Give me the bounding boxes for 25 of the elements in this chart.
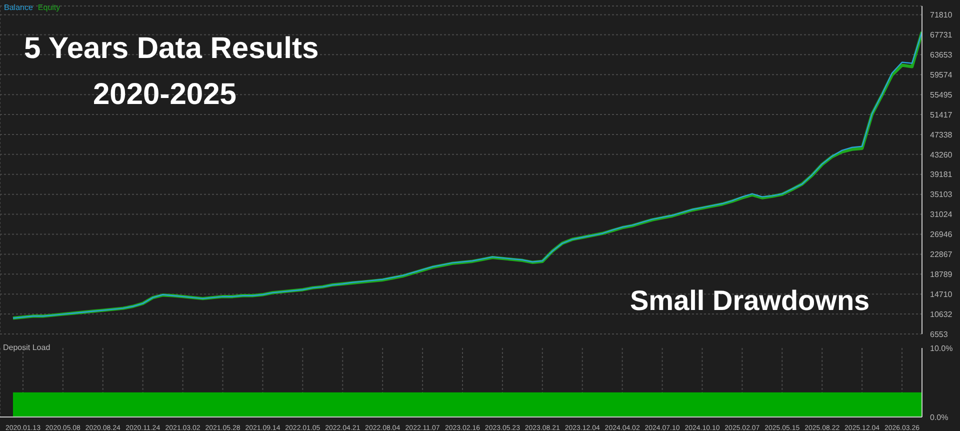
y-tick-label: 26946 (930, 230, 953, 240)
y-tick-label: 51417 (930, 110, 953, 120)
chart-title: Deposit Load (3, 343, 50, 352)
y-tick-label: 35103 (930, 190, 953, 200)
y-tick-label: 43260 (930, 150, 953, 160)
y-tick-label: 71810 (930, 10, 953, 20)
y-tick-label: 0.0% (930, 412, 948, 422)
y-tick-label: 59574 (930, 70, 953, 80)
y-tick-label: 67731 (930, 30, 953, 40)
text: 5 Years Data Results (24, 32, 319, 66)
y-tick-label: 31024 (930, 210, 953, 220)
text: Balance (4, 3, 33, 12)
y-tick-label: 10.0% (930, 344, 953, 353)
text: Equity (38, 3, 60, 12)
y-tick-label: 6553 (930, 330, 948, 339)
y-tick-label: 55495 (930, 90, 953, 100)
y-tick-label: 63653 (930, 50, 953, 60)
y-tick-label: 10632 (930, 310, 953, 319)
y-tick-label: 18789 (930, 270, 953, 279)
y-tick-label: 22867 (930, 250, 953, 260)
annotation: Small Drawdowns (630, 285, 870, 317)
y-tick-label: 14710 (930, 290, 953, 299)
text: 2020-2025 (93, 78, 236, 112)
y-tick-label: 39181 (930, 170, 953, 180)
y-tick-label: 47338 (930, 130, 953, 140)
